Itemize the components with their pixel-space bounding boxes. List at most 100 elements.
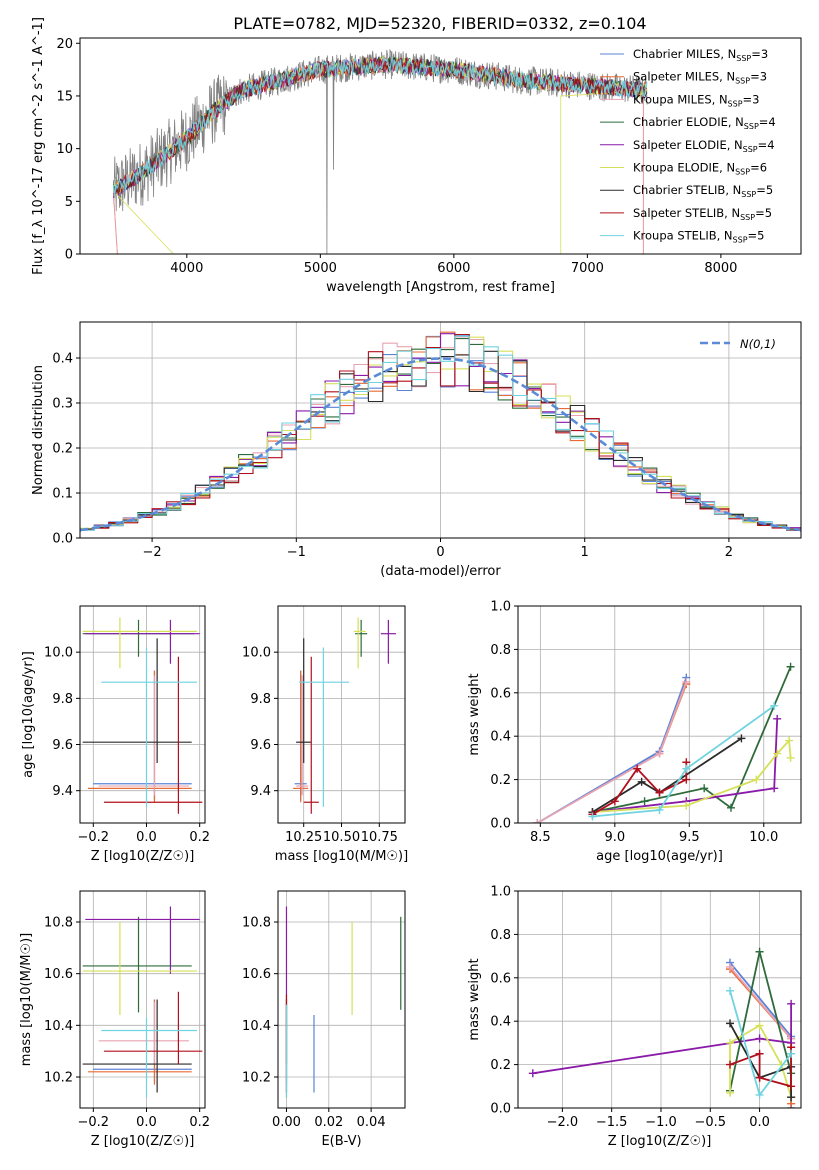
weight-marker [655,788,664,797]
y-tick-label: 1.0 [490,885,511,900]
weight-series [726,962,796,1043]
y-axis-label: age [log10(age/yr)] [21,651,36,778]
weight-marker [633,764,642,773]
y-tick-label: 10.0 [242,646,271,661]
errorbar-point [299,647,350,807]
errorbar-point [101,1017,198,1098]
y-tick-label: 0.0 [52,532,73,547]
x-tick-label: 10.0 [749,830,778,845]
errorbar-point [82,922,198,1015]
y-tick-label: 10.2 [44,1071,73,1086]
weight-marker [770,701,779,710]
weight-series [588,662,795,817]
weight-marker [700,784,709,793]
x-tick-label: 0.00 [272,1115,301,1130]
errorbar-point [87,670,192,803]
weight_vs_Z-frame [517,890,802,1109]
weight-marker [787,1093,796,1102]
legend-entry: Kroupa ELODIE, NSSP=6 [633,161,767,177]
legend-subscript: SSP [744,122,759,131]
legend-entry: Kroupa MILES, NSSP=3 [633,92,759,108]
legend-entry: Chabrier MILES, NSSP=3 [633,47,768,63]
y-tick-label: 0.4 [490,730,511,745]
legend-entry: Salpeter STELIB, NSSP=5 [633,206,772,222]
legend-entry: Kroupa STELIB, NSSP=5 [633,229,764,245]
legend-nssp: =5 [755,206,772,220]
y-tick-label: 0.1 [52,487,73,502]
x-tick-label: 9.0 [604,830,625,845]
x-tick-label: 1 [581,545,589,560]
y-axis-label: Normed distribution [31,365,46,495]
age_vs_mass-axes: 10.25 10.50 10.75 9.4 9.6 9.8 10.0 mass [log10(… [242,605,408,864]
weight-line [729,990,792,1097]
y-axis-label: mass weight [467,958,482,1040]
y-tick-label: 20 [56,37,73,52]
legend-entry: N(0,1) [740,337,776,351]
errorbar-point [293,670,309,803]
weight-marker [528,1069,537,1078]
legend-entry: Salpeter MILES, NSSP=3 [633,70,767,86]
spectrum-plot-area [112,48,648,254]
x-tick-label: −0.5 [694,1115,726,1130]
legend-subscript: SSP [736,54,751,63]
errorbar-point [103,991,203,1065]
legend-subscript: SSP [735,168,750,177]
y-tick-label: 0.0 [490,817,511,832]
y-tick-label: 10.4 [44,1019,73,1034]
weight-marker [726,962,735,971]
y-tick-label: 9.8 [250,692,271,707]
weight-marker [755,1073,764,1082]
y-tick-label: 10.8 [242,916,271,931]
weight-series [533,677,691,823]
y-tick-label: 10.6 [44,967,73,982]
legend-subscript: SSP [740,213,755,222]
errorbar-point [82,999,192,1093]
y-tick-label: 0.2 [490,773,511,788]
weight-line [729,966,792,1040]
residuals-plot-area [80,331,801,533]
x-axis-label: Z [log10(Z/Z☉)] [91,1134,195,1149]
y-tick-label: 0.4 [52,352,73,367]
weight-marker [726,1019,735,1028]
weight-line [592,705,775,818]
x-axis-label: (data-model)/error [380,564,501,579]
weight-marker [726,1060,735,1069]
y-tick-label: 10.4 [242,1019,271,1034]
age_vs_Z-plot-area [82,617,203,814]
normal-reference-curve [80,357,801,532]
spectrum-axes: 4000 5000 6000 7000 8000 0 5 10 15 20 wavelength [… [31,17,802,295]
weight-marker [737,734,746,743]
x-tick-label: −1.0 [645,1115,677,1130]
x-axis-label: Z [log10(Z/Z☉)] [608,1134,712,1149]
legend-nssp: =4 [759,115,776,129]
legend-subscript: SSP [735,77,750,86]
weight-marker [726,1038,735,1047]
weight-marker [755,947,764,956]
y-tick-label: 10 [56,142,73,157]
x-tick-label: −2 [143,545,162,560]
legend-nssp: =5 [756,183,773,197]
y-tick-label: 0.0 [490,1102,511,1117]
weight-marker [787,1082,796,1091]
errorbar-point [82,617,198,669]
x-axis-label: E(B-V) [321,1134,361,1149]
weight-marker [726,1088,735,1097]
weight-marker [637,777,646,786]
age_vs_Z-frame [79,605,206,824]
weight-marker [787,999,796,1008]
mass_vs_Z-plot-area [82,906,203,1098]
weight-series [528,999,796,1078]
x-tick-label: −0.2 [78,1115,110,1130]
y-tick-label: 0.8 [490,928,511,943]
mass_vs_Z-frame [79,890,206,1109]
weight-marker [770,784,779,793]
y-tick-label: 9.8 [52,692,73,707]
weight-marker [785,736,794,745]
errorbar-point [98,1002,190,1065]
residuals-axes: −2 −1 0 1 2 0.0 0.1 0.2 0.3 0.4 (data-model)/error… [31,321,802,579]
errorbar-point [85,906,200,974]
x-tick-label: 7000 [571,261,604,276]
weight-marker [682,801,691,810]
